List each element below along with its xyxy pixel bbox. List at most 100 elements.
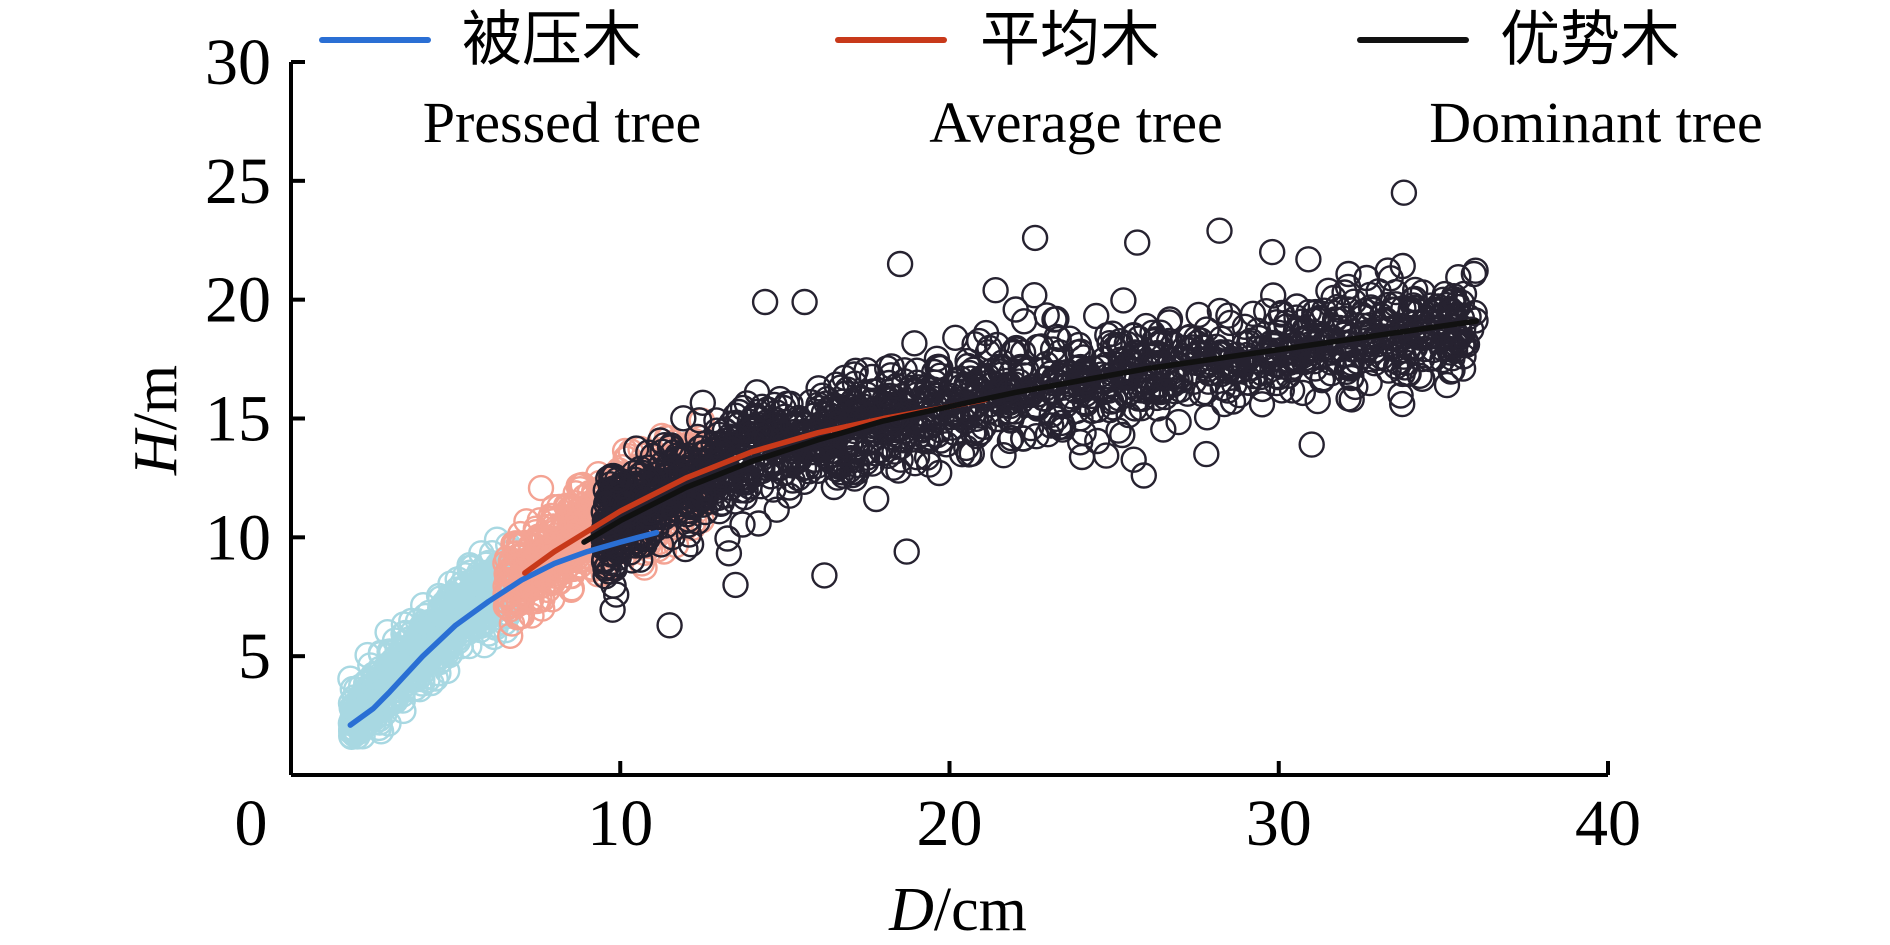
- data-point: [1335, 385, 1362, 412]
- data-point: [1219, 388, 1247, 415]
- legend-label-cn: 平均木: [980, 7, 1160, 73]
- data-point: [778, 452, 805, 479]
- data-point: [1375, 357, 1402, 384]
- data-point: [670, 405, 697, 432]
- data-point: [927, 427, 955, 454]
- data-point: [1436, 339, 1464, 366]
- series-points-3: [590, 179, 1489, 639]
- data-point: [1356, 369, 1383, 397]
- data-point: [972, 319, 1000, 347]
- data-point: [1144, 331, 1172, 359]
- legend-label-cn: 优势木: [1500, 7, 1680, 73]
- curves-layer: [347, 318, 1480, 728]
- data-point: [902, 378, 930, 405]
- data-point-outlier: [886, 250, 914, 278]
- data-point: [729, 511, 756, 538]
- data-point: [1299, 307, 1327, 334]
- data-point: [604, 466, 631, 494]
- data-point: [540, 513, 567, 540]
- data-point: [471, 632, 498, 659]
- data-point: [339, 718, 366, 745]
- data-point: [1157, 346, 1185, 374]
- data-point: [1115, 401, 1142, 429]
- y-axis-label: H/m: [122, 365, 190, 476]
- data-point: [746, 419, 774, 446]
- y-tick-label: 15: [205, 383, 271, 456]
- data-point-outlier: [1331, 279, 1358, 306]
- data-point: [363, 685, 390, 712]
- x-tick-label: 20: [917, 787, 983, 860]
- data-point: [1308, 367, 1336, 394]
- data-point: [1120, 446, 1147, 473]
- data-point-outlier: [656, 612, 683, 639]
- data-point: [933, 431, 960, 458]
- x-tick-label: 30: [1246, 787, 1312, 860]
- x-tick-label: 0: [235, 787, 268, 860]
- data-point: [996, 427, 1024, 455]
- data-point-outlier: [1390, 343, 1418, 370]
- data-point: [715, 540, 743, 567]
- data-point: [1109, 421, 1136, 449]
- data-point: [1433, 371, 1461, 399]
- data-point: [1174, 380, 1201, 407]
- data-point-outlier: [893, 538, 920, 565]
- data-point: [466, 559, 493, 586]
- x-tick-label: 10: [587, 787, 653, 860]
- data-point: [1361, 337, 1388, 364]
- data-point: [1143, 384, 1171, 412]
- data-point: [1066, 429, 1094, 456]
- data-point: [1273, 309, 1300, 336]
- data-point-outlier: [1390, 179, 1418, 206]
- data-point: [1349, 343, 1376, 370]
- data-point: [1267, 301, 1295, 328]
- data-point: [1160, 331, 1187, 358]
- data-point: [967, 419, 994, 446]
- y-tick-label: 5: [238, 620, 271, 693]
- legend-item-1: 被压木 Pressed tree: [319, 7, 702, 155]
- data-point: [677, 531, 705, 558]
- data-point: [693, 438, 720, 466]
- data-point-outlier: [1206, 217, 1233, 244]
- data-point: [703, 407, 730, 434]
- data-point: [1010, 308, 1038, 335]
- data-point-outlier: [722, 571, 749, 599]
- data-point: [539, 586, 566, 613]
- data-point: [1082, 302, 1110, 330]
- data-point: [357, 691, 384, 718]
- data-point-outlier: [1021, 224, 1049, 252]
- data-point-outlier: [751, 288, 779, 316]
- data-point: [733, 390, 760, 417]
- data-point: [921, 358, 948, 386]
- data-point: [1382, 278, 1409, 306]
- data-point: [1326, 296, 1353, 323]
- data-point: [1359, 328, 1386, 355]
- legend-label-en: Average tree: [929, 90, 1223, 155]
- data-point: [1231, 313, 1259, 340]
- x-tick-label: 40: [1575, 787, 1641, 860]
- data-point: [863, 485, 890, 513]
- data-point: [814, 386, 841, 413]
- data-point: [783, 425, 810, 452]
- legend-label-en: Pressed tree: [423, 90, 702, 155]
- data-point-outlier: [791, 288, 818, 316]
- data-point: [914, 425, 941, 453]
- legend-layer: 被压木 Pressed tree 平均木 Average tree 优势木 Dominan…: [319, 7, 1763, 155]
- data-point: [754, 396, 781, 423]
- data-point: [600, 572, 627, 599]
- data-point: [800, 402, 827, 429]
- fit-curve-1: [347, 529, 660, 728]
- data-point: [1065, 331, 1093, 359]
- y-tick-label: 30: [205, 26, 271, 99]
- data-point: [634, 468, 661, 495]
- data-point: [1023, 423, 1050, 450]
- y-tick-label: 20: [205, 264, 271, 337]
- data-point: [1248, 391, 1276, 418]
- data-point: [1120, 349, 1147, 376]
- data-point: [674, 497, 702, 524]
- data-point: [880, 454, 907, 481]
- data-point: [1038, 401, 1065, 428]
- data-point: [1003, 334, 1030, 362]
- data-point: [1071, 389, 1099, 416]
- data-point: [1340, 288, 1368, 315]
- data-point: [1462, 257, 1489, 284]
